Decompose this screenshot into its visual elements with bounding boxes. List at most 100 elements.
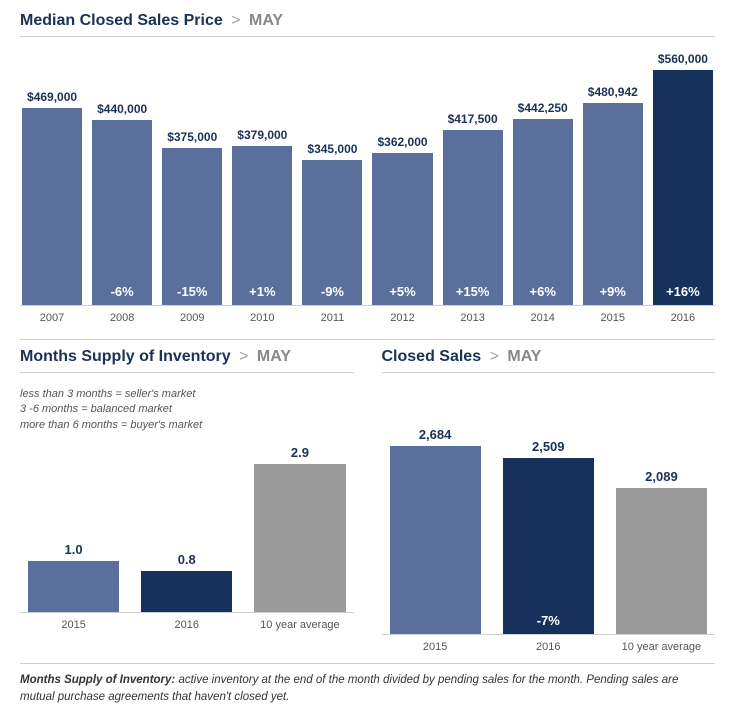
chevron-icon: > [490, 348, 499, 365]
x-tick-label: 2007 [22, 312, 82, 324]
note-line: 3 -6 months = balanced market [20, 402, 354, 417]
x-tick-label: 2015 [583, 312, 643, 324]
bar-value-label: 2,089 [645, 469, 678, 484]
bar [390, 446, 481, 634]
footnote: Months Supply of Inventory: active inven… [20, 672, 715, 705]
x-axis-labels: 2007 2008 2009 2010 2011 2012 2013 2014 2015 2016 [20, 312, 715, 324]
bar-column: $362,000 +5% [372, 135, 432, 305]
chart-closed-sales: Closed Sales > MAY 2,684 2,509 -7% 2,089 20… [382, 348, 716, 653]
bar-column: 2.9 [254, 445, 345, 612]
chart-median-price: Median Closed Sales Price > MAY $469,000… [20, 12, 715, 329]
x-tick-label: 2013 [443, 312, 503, 324]
chevron-icon: > [239, 348, 248, 365]
bar-column: $442,250 +6% [513, 101, 573, 305]
bar-value-label: $480,942 [588, 85, 638, 99]
bar: +1% [232, 146, 292, 305]
bar: +9% [583, 103, 643, 305]
bar: +5% [372, 153, 432, 305]
bar-chart: 2,684 2,509 -7% 2,089 2015 2016 10 year avera… [382, 425, 716, 653]
x-tick-label: 2016 [503, 641, 594, 653]
bar-value-label: 2.9 [291, 445, 309, 460]
bar-value-label: $417,500 [448, 112, 498, 126]
bar-value-label: $560,000 [658, 52, 708, 66]
bar-column: 2,684 [390, 427, 481, 634]
inventory-notes: less than 3 months = seller's market3 -6… [20, 387, 354, 433]
x-tick-label: 2008 [92, 312, 152, 324]
chart-title: Closed Sales [382, 348, 482, 365]
divider [382, 372, 716, 373]
bar-pct-label: +1% [232, 284, 292, 299]
bar-value-label: $379,000 [237, 128, 287, 142]
bar-chart: 1.0 0.8 2.9 2015201610 year average [20, 443, 354, 631]
bar-column: $375,000 -15% [162, 130, 222, 305]
bar-column: $469,000 [22, 90, 82, 305]
bar-pct-label: +9% [583, 284, 643, 299]
bar-value-label: $469,000 [27, 90, 77, 104]
bar-column: $379,000 +1% [232, 128, 292, 305]
bar-pct-label: -6% [92, 284, 152, 299]
bar-column: $560,000 +16% [653, 52, 713, 305]
x-axis-labels: 2015201610 year average [20, 619, 354, 631]
x-tick-label: 2012 [372, 312, 432, 324]
plot-area: 1.0 0.8 2.9 [20, 443, 354, 613]
x-tick-label: 2010 [232, 312, 292, 324]
bar-chart: $469,000 $440,000-6% $375,000 -15% $379,000 +… [20, 51, 715, 329]
bar-pct-label: -15% [162, 284, 222, 299]
x-tick-label: 2011 [302, 312, 362, 324]
bar [141, 571, 232, 612]
bar-pct-label: +5% [372, 284, 432, 299]
chart-inventory: Months Supply of Inventory > MAY less th… [20, 348, 354, 653]
x-tick-label: 2009 [162, 312, 222, 324]
bar-column: 2,509 -7% [503, 439, 594, 634]
divider [20, 663, 715, 664]
divider [20, 36, 715, 37]
x-axis-labels: 2015 2016 10 year average [382, 641, 716, 653]
bar-value-label: 2,684 [419, 427, 452, 442]
bottom-row: Months Supply of Inventory > MAY less th… [20, 348, 715, 653]
bar: +15% [443, 130, 503, 305]
bar: -6% [92, 120, 152, 305]
bar-value-label: $345,000 [307, 142, 357, 156]
bar-value-label: $375,000 [167, 130, 217, 144]
bar-column: $440,000-6% [92, 102, 152, 305]
bar-pct-label: -7% [503, 613, 594, 628]
bar-value-label: $442,250 [518, 101, 568, 115]
bar-pct-label: +16% [653, 284, 713, 299]
bar-column: $480,942 +9% [583, 85, 643, 305]
bar-column: 0.8 [141, 552, 232, 612]
bar-column: 2,089 [616, 469, 707, 634]
note-line: less than 3 months = seller's market [20, 387, 354, 402]
bar-column: 1.0 [28, 542, 119, 612]
bar-column: $345,000 -9% [302, 142, 362, 305]
bar-pct-label: +15% [443, 284, 503, 299]
plot-area: $469,000 $440,000-6% $375,000 -15% $379,000 +… [20, 51, 715, 306]
bar: +16% [653, 70, 713, 305]
x-tick-label: 10 year average [616, 641, 707, 653]
x-tick-label: 2016 [653, 312, 713, 324]
chart-title-row: Closed Sales > MAY [382, 348, 716, 366]
x-tick-label: 2015 [390, 641, 481, 653]
x-tick-label: 2016 [141, 619, 232, 631]
bar: -7% [503, 458, 594, 634]
bar: +6% [513, 119, 573, 305]
bar-value-label: 1.0 [65, 542, 83, 557]
bar-value-label: 2,509 [532, 439, 565, 454]
bar [254, 464, 345, 612]
bar-value-label: $362,000 [377, 135, 427, 149]
divider [20, 339, 715, 340]
bar-pct-label: -9% [302, 284, 362, 299]
chart-month: MAY [507, 348, 541, 365]
chart-month: MAY [249, 12, 283, 29]
bar: -9% [302, 160, 362, 305]
bar [28, 561, 119, 612]
spacer [382, 387, 716, 425]
chart-title-row: Median Closed Sales Price > MAY [20, 12, 715, 30]
plot-area: 2,684 2,509 -7% 2,089 [382, 425, 716, 635]
footnote-lead: Months Supply of Inventory: [20, 674, 175, 686]
x-tick-label: 2014 [513, 312, 573, 324]
chart-title-row: Months Supply of Inventory > MAY [20, 348, 354, 366]
chart-month: MAY [257, 348, 291, 365]
note-line: more than 6 months = buyer's market [20, 418, 354, 433]
divider [20, 372, 354, 373]
bar: -15% [162, 148, 222, 305]
